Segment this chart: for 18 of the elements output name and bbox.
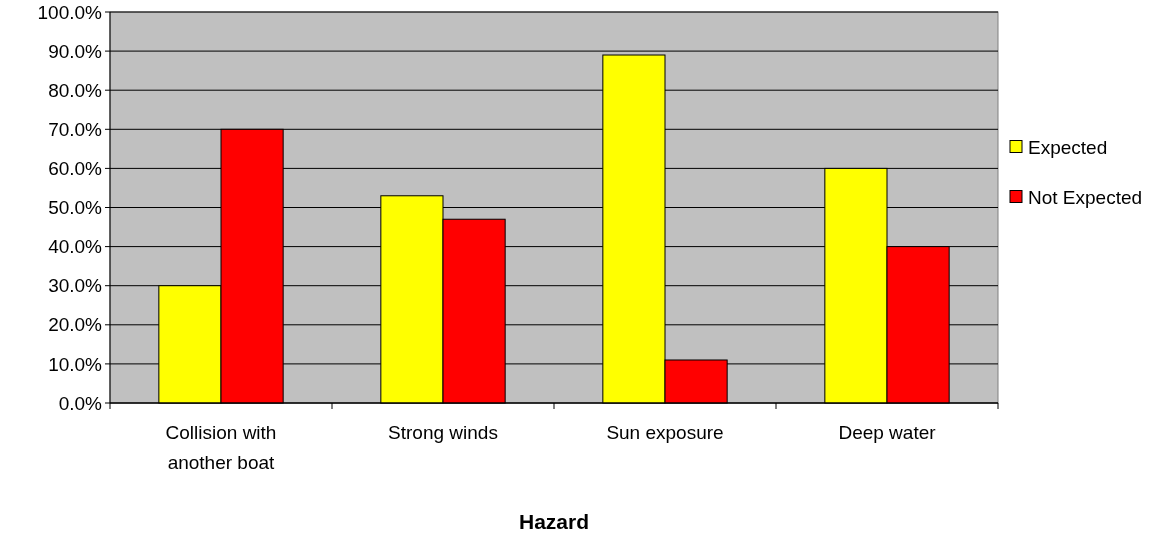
y-tick-label: 30.0%	[48, 275, 103, 297]
x-axis-title: Hazard	[518, 510, 590, 533]
y-tick-label: 50.0%	[48, 197, 103, 219]
legend-label: Not Expected	[1028, 187, 1143, 209]
y-tick-label: 10.0%	[48, 353, 103, 375]
y-tick-label: 80.0%	[48, 79, 103, 101]
x-tick-label: Sun exposure	[606, 422, 724, 443]
y-tick-label: 100.0%	[37, 1, 103, 23]
x-tick-label: Collision with another boat	[165, 422, 277, 473]
y-tick-label: 70.0%	[48, 118, 103, 140]
y-tick-label: 60.0%	[48, 158, 103, 180]
y-tick-label: 20.0%	[48, 314, 103, 336]
y-tick-label: 90.0%	[48, 40, 103, 62]
x-tick-label: Deep water	[838, 422, 937, 443]
x-tick-label: Strong winds	[388, 422, 498, 443]
legend-label: Expected	[1028, 137, 1108, 159]
y-tick-label: 40.0%	[48, 236, 103, 258]
y-tick-label: 0.0%	[58, 392, 103, 414]
